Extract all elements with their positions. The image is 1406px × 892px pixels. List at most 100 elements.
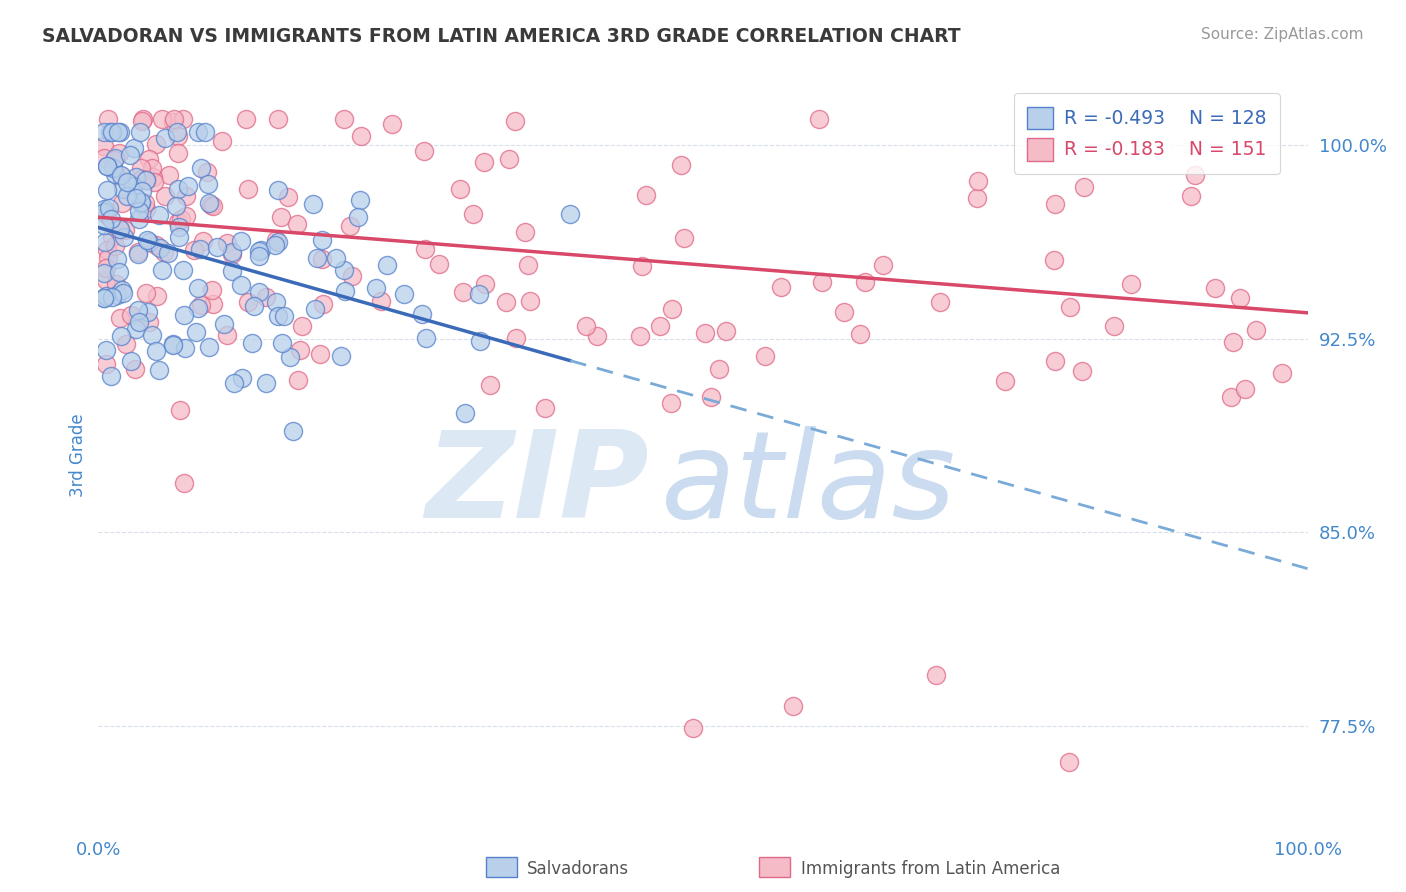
Point [150,112,173,126]
Text: ZIP: ZIP [425,426,648,543]
Point [96,159,118,173]
Point [212,317,235,331]
Point [105,252,128,267]
Point [479,377,502,392]
Point [115,175,138,189]
Point [94,357,117,371]
Point [93,218,115,232]
Point [128,211,150,226]
Point [291,318,314,333]
Point [340,269,363,284]
Point [187,281,209,295]
Point [111,196,134,211]
Point [229,278,252,293]
Point [330,349,353,363]
Point [474,277,496,291]
Point [114,223,136,237]
Point [148,362,170,376]
Point [115,336,138,351]
Point [236,294,259,309]
Point [1043,252,1066,267]
Point [94,289,117,303]
Point [135,173,157,187]
Point [1229,291,1251,305]
Point [150,263,173,277]
Point [93,204,115,219]
Point [93,291,115,305]
Point [110,222,132,236]
Point [333,284,356,298]
Point [575,318,598,333]
Point [100,212,122,227]
Point [254,376,277,391]
Point [811,275,834,289]
Point [770,280,793,294]
Point [264,295,287,310]
Point [221,264,243,278]
Point [264,233,287,247]
Point [1119,277,1142,291]
Point [287,373,309,387]
Point [172,262,194,277]
Point [124,141,146,155]
Point [631,259,654,273]
Point [143,176,166,190]
FancyBboxPatch shape [759,857,790,877]
Point [221,244,243,259]
Point [1070,363,1092,377]
Point [834,305,856,319]
Point [346,210,368,224]
Point [339,219,361,233]
Point [131,185,153,199]
Point [127,245,149,260]
Point [104,277,127,291]
Point [120,308,142,322]
Point [166,145,188,160]
Point [93,202,115,217]
Point [104,151,127,165]
Point [162,338,184,352]
Point [103,153,125,168]
Point [108,146,131,161]
Point [173,475,195,490]
Point [120,354,142,368]
Text: Source: ZipAtlas.com: Source: ZipAtlas.com [1201,27,1364,42]
Point [1184,168,1206,182]
Point [325,251,347,265]
Text: atlas: atlas [661,426,956,543]
Point [695,326,717,340]
Point [966,191,988,205]
Point [198,196,221,211]
Point [519,293,541,308]
Point [124,191,146,205]
Point [238,182,260,196]
Point [110,329,132,343]
Point [449,182,471,196]
Point [94,273,117,287]
Point [808,112,831,126]
Point [454,406,477,420]
Text: Salvadorans: Salvadorans [527,860,630,878]
Point [111,283,134,297]
Point [468,334,491,348]
Point [93,291,115,305]
Point [111,182,134,196]
Point [472,155,495,169]
Point [167,182,190,196]
Point [672,231,695,245]
Point [177,179,200,194]
Point [312,297,335,311]
Point [141,161,163,176]
Point [714,324,737,338]
Point [124,362,146,376]
Point [197,340,219,354]
Point [229,234,252,248]
Point [101,290,124,304]
Point [364,281,387,295]
Point [782,699,804,714]
Point [96,243,118,257]
Point [503,114,526,128]
Point [967,174,990,188]
Point [183,244,205,258]
Point [100,230,122,244]
